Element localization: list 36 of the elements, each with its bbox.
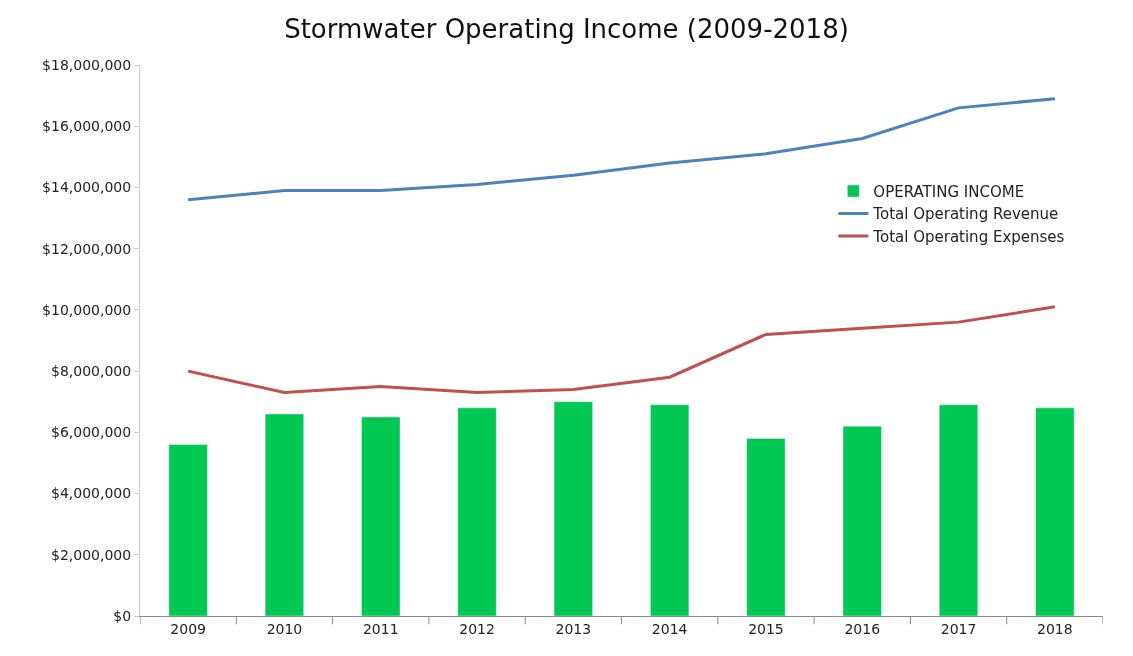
bar — [842, 425, 882, 616]
bar — [939, 404, 979, 616]
chart-title: Stormwater Operating Income (2009-2018) — [284, 13, 849, 44]
bar — [650, 404, 690, 616]
x-tick-label: 2009 — [170, 620, 206, 637]
y-tick-label: $0 — [113, 607, 132, 624]
y-tick-label: $8,000,000 — [51, 363, 132, 380]
legend-label: Total Operating Revenue — [872, 205, 1059, 224]
y-tick-label: $2,000,000 — [51, 546, 132, 563]
x-tick-label: 2016 — [844, 620, 881, 637]
line-series — [186, 97, 1057, 202]
x-tick-label: 2014 — [651, 620, 688, 637]
x-tick-label: 2018 — [1037, 620, 1073, 637]
x-tick-label: 2015 — [748, 620, 784, 637]
y-tick-label: $18,000,000 — [42, 56, 132, 73]
y-tick-label: $4,000,000 — [51, 485, 132, 502]
y-tick-label: $12,000,000 — [42, 240, 132, 257]
x-tick-label: 2013 — [555, 620, 592, 637]
y-tick-label: $10,000,000 — [42, 301, 132, 318]
bar — [746, 438, 786, 616]
bar — [361, 416, 401, 616]
y-tick-label: $14,000,000 — [42, 179, 132, 196]
bar — [264, 413, 304, 616]
bar — [457, 407, 497, 616]
y-tick-label: $6,000,000 — [51, 424, 132, 441]
legend-label: OPERATING INCOME — [873, 182, 1025, 201]
x-tick-label: 2017 — [940, 620, 977, 637]
x-tick-label: 2011 — [362, 620, 399, 637]
y-tick-label: $16,000,000 — [42, 118, 132, 135]
bar — [553, 401, 593, 616]
line-series — [186, 305, 1057, 395]
bar — [1035, 407, 1075, 616]
x-tick-label: 2010 — [266, 620, 303, 637]
legend-label: Total Operating Expenses — [872, 227, 1065, 246]
bar — [168, 444, 208, 616]
x-tick-label: 2012 — [459, 620, 495, 637]
